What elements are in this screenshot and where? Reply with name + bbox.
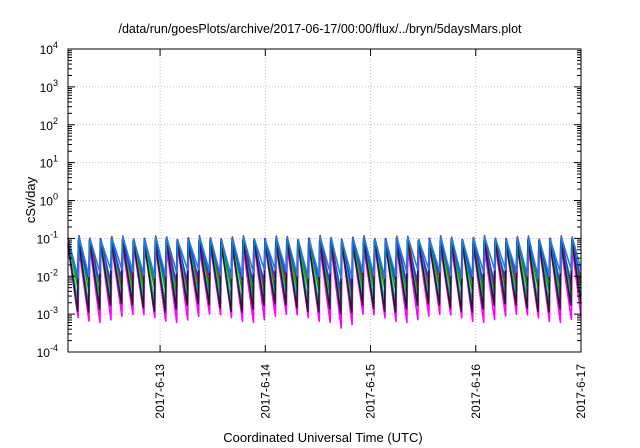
x-tick-label: 2017-6-16 <box>469 364 483 419</box>
y-tick-label: 102 <box>40 116 58 133</box>
x-tick-label: 2017-6-17 <box>574 364 588 419</box>
series-line <box>67 235 582 280</box>
y-tick-label: 100 <box>40 192 58 209</box>
y-tick-label: 101 <box>40 154 58 171</box>
y-axis-label: cSv/day <box>23 176 38 223</box>
x-tick-label: 2017-6-15 <box>364 364 378 419</box>
x-axis-label: Coordinated Universal Time (UTC) <box>223 430 422 445</box>
axis-ticks: 10-4 10-3 10-2 10-1 100 101 102 103 104 2017-6-13… <box>37 40 588 419</box>
y-tick-label: 10-4 <box>37 343 58 360</box>
x-tick-label: 2017-6-14 <box>258 364 272 419</box>
y-tick-label: 103 <box>40 78 58 95</box>
y-tick-label: 10-1 <box>37 229 58 246</box>
y-tick-label: 104 <box>40 40 58 57</box>
y-tick-label: 10-2 <box>37 267 58 284</box>
chart-title: /data/run/goesPlots/archive/2017-06-17/0… <box>118 22 522 36</box>
y-tick-label: 10-3 <box>37 305 58 322</box>
series-lines <box>67 234 582 329</box>
x-tick-label: 2017-6-13 <box>153 364 167 419</box>
